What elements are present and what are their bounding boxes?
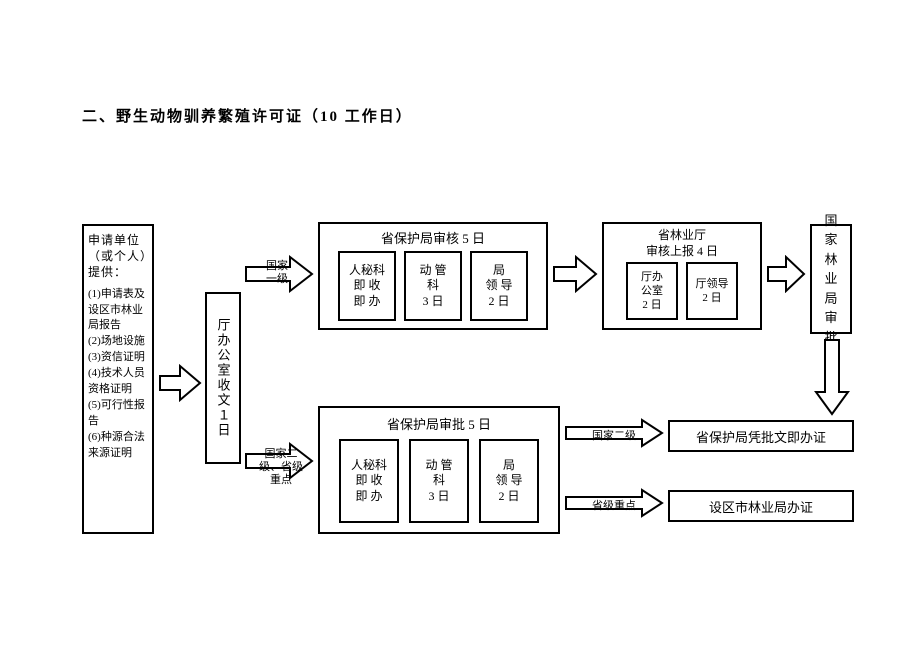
national-text: 国家林业局审批 bbox=[824, 211, 838, 348]
arrow-to-forestry bbox=[552, 255, 598, 298]
review-top-title: 省保护局审核 5 日 bbox=[381, 228, 485, 247]
arrow-to-national bbox=[766, 255, 806, 298]
forestry-box: 省林业厅 审核上报 4 日 厅办 公室 2 日 厅领导 2 日 bbox=[602, 222, 762, 330]
forestry-sub1: 厅办 公室 2 日 bbox=[626, 262, 678, 320]
applicant-header: 申请单位（或个人）提供： bbox=[88, 232, 148, 281]
arrow-1 bbox=[158, 364, 202, 407]
national-box: 国家林业局审批 bbox=[810, 224, 852, 334]
review-top-sub3: 局 领 导 2 日 bbox=[470, 251, 528, 321]
out-label-bottom: 省级重点 bbox=[592, 497, 636, 513]
applicant-box: 申请单位（或个人）提供： (1)申请表及设区市林业局报告 (2)场地设施 (3)… bbox=[82, 224, 154, 534]
review-bottom-sub3: 局 领 导 2 日 bbox=[479, 439, 539, 523]
review-top-box: 省保护局审核 5 日 人秘科 即 收 即 办 动 管 科 3 日 局 领 导 2… bbox=[318, 222, 548, 330]
branch-bottom-label: 国家二级、省级重点 bbox=[254, 448, 308, 488]
review-top-sub2: 动 管 科 3 日 bbox=[404, 251, 462, 321]
review-bottom-title: 省保护局审批 5 日 bbox=[387, 414, 491, 433]
office-box: 厅办公室收文１日 bbox=[205, 292, 241, 464]
arrow-down-national bbox=[814, 338, 850, 421]
review-bottom-sub2: 动 管 科 3 日 bbox=[409, 439, 469, 523]
page-title: 二、野生动物驯养繁殖许可证（10 工作日） bbox=[82, 105, 413, 126]
forestry-title: 省林业厅 审核上报 4 日 bbox=[646, 228, 718, 259]
forestry-sub2: 厅领导 2 日 bbox=[686, 262, 738, 320]
review-bottom-sub1: 人秘科 即 收 即 办 bbox=[339, 439, 399, 523]
result1-box: 省保护局凭批文即办证 bbox=[668, 420, 854, 452]
review-top-sub1: 人秘科 即 收 即 办 bbox=[338, 251, 396, 321]
out-label-top: 国家二级 bbox=[592, 427, 636, 443]
result1-text: 省保护局凭批文即办证 bbox=[696, 427, 826, 446]
applicant-items: (1)申请表及设区市林业局报告 (2)场地设施 (3)资信证明 (4)技术人员资… bbox=[88, 287, 148, 462]
office-text: 厅办公室收文１日 bbox=[214, 318, 233, 438]
result2-box: 设区市林业局办证 bbox=[668, 490, 854, 522]
result2-text: 设区市林业局办证 bbox=[709, 497, 813, 516]
branch-top-label: 国家一级 bbox=[263, 260, 291, 286]
review-bottom-box: 省保护局审批 5 日 人秘科 即 收 即 办 动 管 科 3 日 局 领 导 2… bbox=[318, 406, 560, 534]
